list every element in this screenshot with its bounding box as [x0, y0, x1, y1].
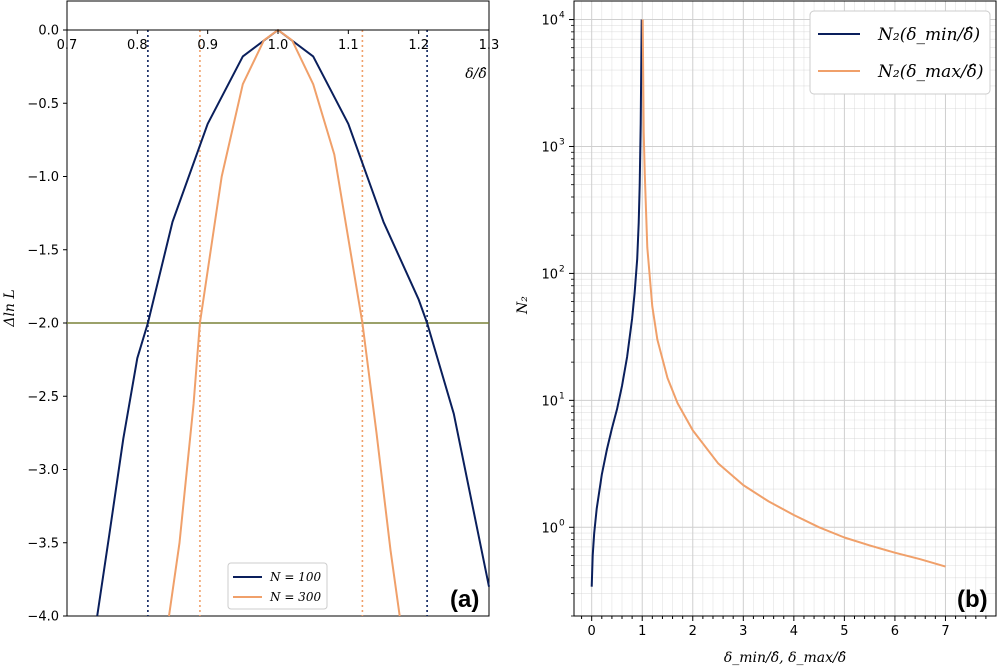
panel-a-legend: N = 100 N = 300	[227, 562, 328, 610]
y-tick-label: 0.0	[38, 24, 59, 39]
x-tick-label: 5	[840, 624, 848, 639]
y-tick-label: −0.5	[27, 97, 59, 112]
panel-b-legend: N₂(δ_min/δ̂) N₂(δ_max/δ̂)	[809, 10, 991, 95]
panel-b-frame	[573, 0, 997, 617]
y-tick-exponent: 3	[559, 137, 565, 147]
panel-b-y-label: N₂	[515, 296, 531, 315]
y-tick-label: 10	[541, 394, 558, 409]
x-tick-label: 0.8	[127, 38, 148, 53]
y-tick-label: −2.5	[27, 390, 59, 405]
panel-b-label: (b)	[957, 586, 988, 613]
panel-a-y-ticks: 0.0 −0.5 −1.0 −1.5 −2.0 −2.5 −3.0 −3.5 −4.0	[27, 24, 67, 625]
x-tick-label: 1.1	[338, 38, 359, 53]
panel-b-grid	[574, 1, 996, 617]
panel-a-y-label: Δln L	[2, 289, 18, 327]
panel-b-x-ticks: 0 1 2 3 4 5 6 7	[581, 616, 987, 639]
x-tick-label: 1.0	[268, 38, 289, 53]
x-tick-label: 3	[739, 624, 747, 639]
x-tick-label: 0	[588, 624, 596, 639]
x-tick-label: 2	[689, 624, 697, 639]
y-tick-label: 10	[541, 267, 558, 282]
y-tick-label: 10	[541, 521, 558, 536]
panel-a: 0.7 0.8 0.9 1.0 1.1 1.2 1.3 0.0 −0.5 −1.0 −1.5 −2.…	[2, 0, 500, 625]
panel-a-x-label: δ/δ̂	[465, 66, 487, 82]
panel-a-x-ticks: 0.7 0.8 0.9 1.0 1.1 1.2 1.3	[57, 30, 500, 53]
x-tick-label: 1	[638, 624, 646, 639]
panel-b-legend-label-max: N₂(δ_max/δ̂)	[877, 62, 984, 82]
y-tick-label: −3.5	[27, 536, 59, 551]
panel-a-reference-lines	[67, 30, 489, 616]
panel-a-legend-label-n100: N = 100	[269, 570, 321, 584]
y-tick-exponent: 4	[559, 11, 565, 21]
y-tick-label: −4.0	[27, 610, 59, 625]
panel-a-frame	[66, 0, 490, 617]
series-line-1	[641, 19, 946, 568]
y-tick-label: −1.5	[27, 243, 59, 258]
x-tick-label: 0.9	[197, 38, 218, 53]
x-tick-label: 0.7	[57, 38, 78, 53]
x-tick-label: 6	[891, 624, 899, 639]
y-tick-exponent: 1	[559, 391, 565, 401]
panel-a-label: (a)	[450, 586, 479, 613]
y-tick-label: −1.0	[27, 170, 59, 185]
x-tick-label: 4	[790, 624, 798, 639]
y-tick-label: 10	[541, 14, 558, 29]
y-tick-label: −2.0	[27, 317, 59, 332]
series-line-0	[96, 29, 490, 617]
panel-a-legend-label-n300: N = 300	[269, 590, 321, 604]
y-tick-exponent: 0	[559, 518, 565, 528]
y-tick-exponent: 2	[559, 264, 565, 274]
series-line-0	[590, 19, 643, 587]
panel-b-legend-label-min: N₂(δ_min/δ̂)	[877, 25, 980, 45]
y-tick-label: −3.0	[27, 463, 59, 478]
x-tick-label: 1.3	[479, 38, 500, 53]
panel-b-x-label: δ_min/δ̂, δ_max/δ̂	[724, 650, 846, 666]
panel-b-series	[590, 19, 946, 587]
panel-b-legend-box	[809, 10, 991, 95]
x-tick-label: 7	[941, 624, 949, 639]
y-tick-label: 10	[541, 140, 558, 155]
x-tick-label: 1.2	[408, 38, 429, 53]
